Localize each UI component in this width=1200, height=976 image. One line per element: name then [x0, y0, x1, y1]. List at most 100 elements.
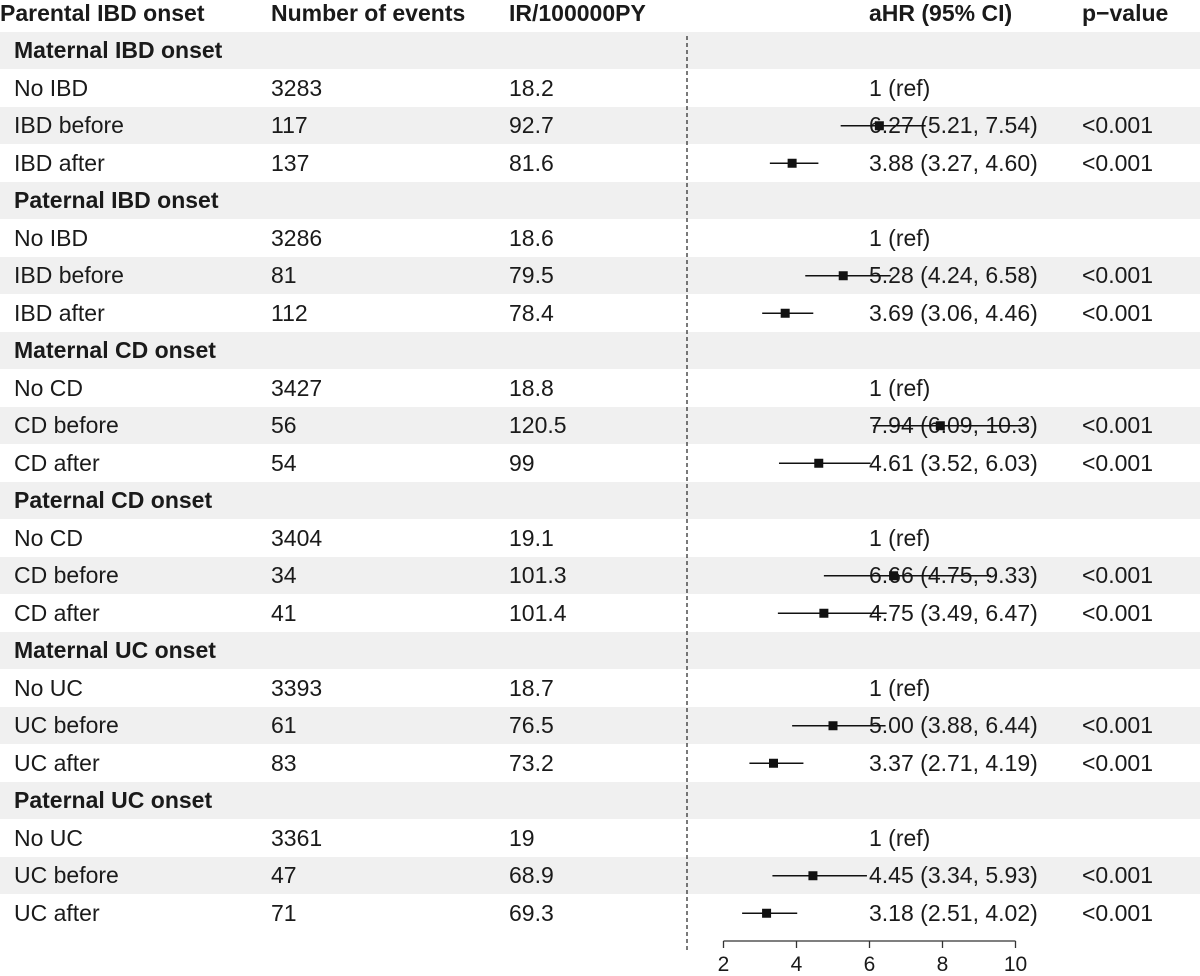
- incidence-rate: 101.3: [509, 562, 567, 588]
- row-label: UC before: [14, 862, 119, 888]
- row-label: IBD after: [14, 149, 105, 176]
- number-of-events: 3283: [271, 74, 323, 101]
- x-tick-label: 2: [718, 953, 730, 976]
- incidence-rate: 18.2: [509, 74, 554, 101]
- ahr-ci-text: 3.69 (3.06, 4.46): [869, 299, 1038, 326]
- table-row: UC before 61 76.5 5.00 (3.88, 6.44) <0.001: [0, 707, 1200, 744]
- group-header-row: Paternal CD onset: [0, 482, 1200, 519]
- row-label: No UC: [14, 674, 84, 701]
- incidence-rate: 76.5: [509, 712, 554, 738]
- row-label: CD before: [14, 562, 119, 588]
- hr-point: [838, 271, 848, 281]
- number-of-events: 3427: [271, 374, 323, 401]
- ahr-ci-text: 4.45 (3.34, 5.93): [869, 862, 1038, 888]
- table-row: No CD 3427 18.8 1 (ref): [0, 370, 1200, 407]
- number-of-events: 56: [271, 412, 297, 438]
- incidence-rate: 19.1: [509, 524, 554, 551]
- number-of-events: 81: [271, 262, 297, 288]
- number-of-events: 34: [271, 562, 297, 588]
- table-row: No UC 3361 19 1 (ref): [0, 820, 1200, 857]
- hr-point: [769, 758, 779, 768]
- p-value: <0.001: [1082, 712, 1153, 738]
- ahr-ci-text: 5.00 (3.88, 6.44): [869, 712, 1038, 738]
- p-value: <0.001: [1082, 862, 1153, 888]
- table-row: CD after 41 101.4 4.75 (3.49, 6.47) <0.001: [0, 595, 1200, 632]
- row-label: No UC: [14, 824, 84, 851]
- group-header-row: Maternal IBD onset: [0, 32, 1200, 69]
- header-number-of-events: Number of events: [271, 0, 466, 26]
- incidence-rate: 73.2: [509, 749, 554, 776]
- hr-point: [814, 458, 824, 468]
- hr-point: [787, 158, 797, 168]
- number-of-events: 137: [271, 149, 310, 176]
- incidence-rate: 19: [509, 824, 535, 851]
- p-value: <0.001: [1082, 412, 1153, 438]
- header-parental-onset: Parental IBD onset: [0, 0, 205, 26]
- incidence-rate: 18.6: [509, 224, 554, 251]
- number-of-events: 3286: [271, 224, 323, 251]
- ahr-ci-text: 3.88 (3.27, 4.60): [869, 149, 1038, 176]
- row-label: UC before: [14, 712, 119, 738]
- ahr-ci-text: 3.37 (2.71, 4.19): [869, 749, 1038, 776]
- p-value: <0.001: [1082, 449, 1153, 476]
- hr-point: [780, 308, 790, 318]
- incidence-rate: 120.5: [509, 412, 567, 438]
- hr-point: [874, 121, 884, 131]
- hr-point: [762, 908, 772, 918]
- ahr-ci-text: 3.18 (2.51, 4.02): [869, 899, 1038, 926]
- row-label: No CD: [14, 374, 84, 401]
- incidence-rate: 18.7: [509, 674, 554, 701]
- incidence-rate: 92.7: [509, 112, 554, 138]
- row-label: No IBD: [14, 224, 89, 251]
- group-header-row: Paternal IBD onset: [0, 182, 1200, 219]
- row-label: UC after: [14, 749, 100, 776]
- row-label: IBD before: [14, 112, 124, 138]
- incidence-rate: 78.4: [509, 299, 554, 326]
- ahr-ci-text: 5.28 (4.24, 6.58): [869, 262, 1038, 288]
- incidence-rate: 101.4: [509, 599, 567, 626]
- p-value: <0.001: [1082, 562, 1153, 588]
- hr-point: [808, 871, 818, 881]
- number-of-events: 3393: [271, 674, 323, 701]
- table-row: IBD before 81 79.5 5.28 (4.24, 6.58) <0.001: [0, 257, 1200, 294]
- group-header-row: Paternal UC onset: [0, 782, 1200, 819]
- header-row: Parental IBD onset Number of events IR/1…: [0, 0, 1200, 37]
- incidence-rate: 81.6: [509, 149, 554, 176]
- header-ahr-ci: aHR (95% CI): [869, 0, 1013, 26]
- group-title: Paternal IBD onset: [14, 187, 219, 213]
- table-row: No IBD 3286 18.6 1 (ref): [0, 220, 1200, 257]
- hr-point: [828, 721, 838, 731]
- table-row: IBD after 112 78.4 3.69 (3.06, 4.46) <0.001: [0, 295, 1200, 332]
- table-row: UC after 71 69.3 3.18 (2.51, 4.02) <0.001: [0, 895, 1200, 932]
- incidence-rate: 79.5: [509, 262, 554, 288]
- p-value: <0.001: [1082, 112, 1153, 138]
- hr-point: [819, 608, 829, 618]
- row-label: IBD before: [14, 262, 124, 288]
- x-tick-label: 10: [1004, 953, 1027, 976]
- header-p-value: p−value: [1082, 0, 1169, 26]
- number-of-events: 3361: [271, 824, 323, 851]
- ahr-ci-text: 1 (ref): [869, 74, 931, 101]
- ahr-ci-text: 4.75 (3.49, 6.47): [869, 599, 1038, 626]
- incidence-rate: 18.8: [509, 374, 554, 401]
- x-tick-label: 4: [791, 953, 803, 976]
- table-row: No UC 3393 18.7 1 (ref): [0, 670, 1200, 707]
- table-row: No IBD 3283 18.2 1 (ref): [0, 70, 1200, 107]
- header-incidence-rate: IR/100000PY: [509, 0, 646, 26]
- row-label: IBD after: [14, 299, 105, 326]
- ahr-ci-text: 1 (ref): [869, 524, 931, 551]
- number-of-events: 112: [271, 299, 308, 326]
- number-of-events: 117: [271, 112, 308, 138]
- table-row: UC after 83 73.2 3.37 (2.71, 4.19) <0.001: [0, 745, 1200, 782]
- table-row: CD after 54 99 4.61 (3.52, 6.03) <0.001: [0, 445, 1200, 482]
- row-label: No CD: [14, 524, 84, 551]
- number-of-events: 41: [271, 599, 297, 626]
- table-row: No CD 3404 19.1 1 (ref): [0, 520, 1200, 557]
- group-title: Maternal CD onset: [14, 337, 216, 363]
- number-of-events: 54: [271, 449, 297, 476]
- hr-point: [935, 421, 945, 431]
- p-value: <0.001: [1082, 262, 1153, 288]
- number-of-events: 83: [271, 749, 297, 776]
- group-title: Paternal CD onset: [14, 487, 213, 513]
